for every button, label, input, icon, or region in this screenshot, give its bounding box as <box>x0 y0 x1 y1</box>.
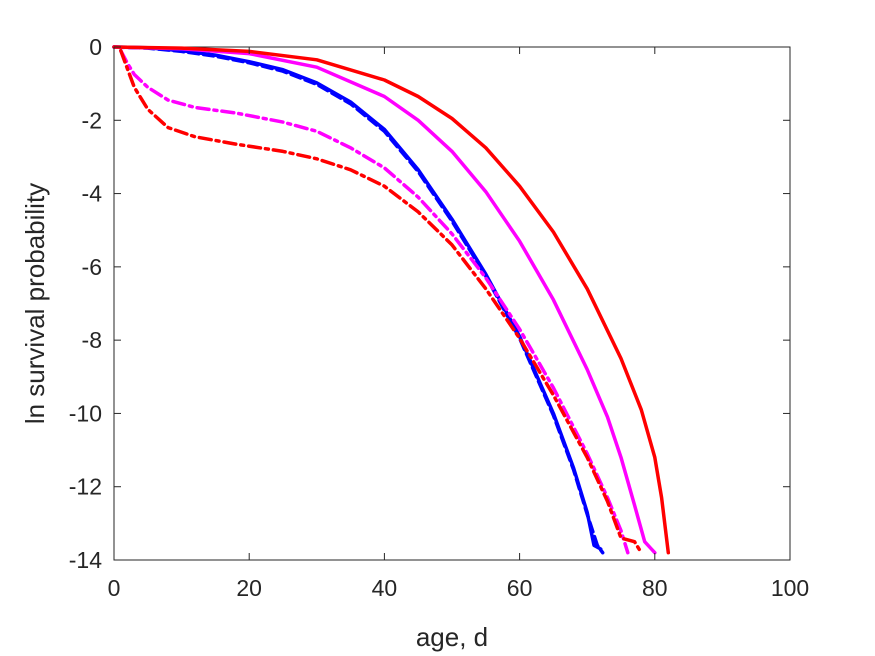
series-line-6 <box>119 48 644 555</box>
y-tick-label: -8 <box>82 327 102 353</box>
y-tick-label: -12 <box>69 474 102 500</box>
y-tick-label: -6 <box>82 254 102 280</box>
plot-area: 0 20 40 60 80 100 0 -2 -4 -6 -8 -10 -12 -14 <box>69 34 809 601</box>
series-line-1 <box>112 45 603 551</box>
x-tick-label: 100 <box>771 575 809 601</box>
y-axis-label: ln survival probability <box>20 183 50 424</box>
x-tick-label: 80 <box>642 575 668 601</box>
series-line-4 <box>119 48 630 555</box>
x-axis-label: age, d <box>416 622 488 652</box>
x-tick-label: 60 <box>507 575 533 601</box>
y-tick-label: -10 <box>69 400 102 426</box>
x-tick-label: 0 <box>108 575 121 601</box>
series-layer <box>112 45 671 555</box>
y-tick-label: 0 <box>89 34 102 60</box>
x-tick-label: 40 <box>372 575 398 601</box>
series-line-5 <box>112 45 671 555</box>
y-tick-label: -4 <box>82 181 103 207</box>
axes-box <box>113 46 791 561</box>
y-tick-label: -2 <box>82 107 102 133</box>
x-tick-label: 20 <box>236 575 262 601</box>
y-tick-label: -14 <box>69 547 102 573</box>
series-line-2 <box>112 45 605 555</box>
ticks-layer: 0 20 40 60 80 100 0 -2 -4 -6 -8 -10 -12 -14 <box>69 34 809 601</box>
series-line-3 <box>112 45 657 555</box>
